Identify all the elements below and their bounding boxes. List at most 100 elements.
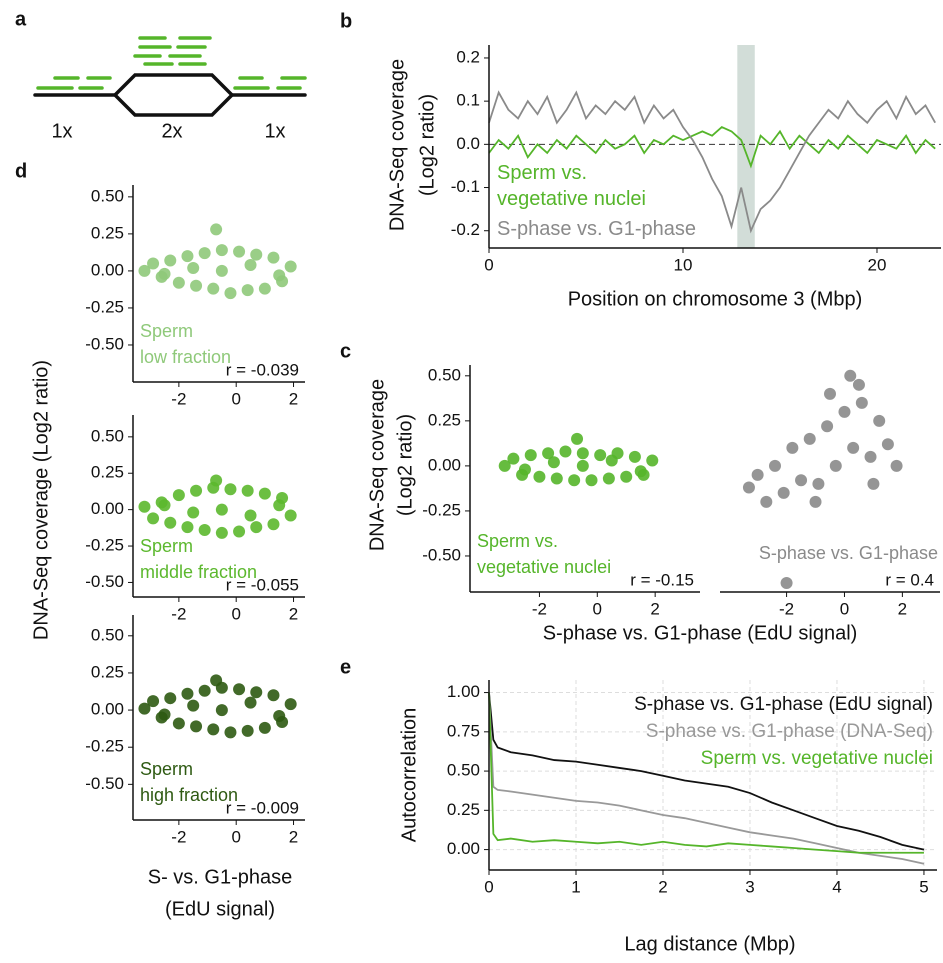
point [147, 512, 160, 525]
point [215, 503, 228, 516]
y-tick-label: 0.00 [91, 499, 124, 518]
point [881, 438, 894, 451]
point [244, 258, 257, 271]
point [198, 247, 211, 260]
y-tick-label: 0.25 [91, 223, 124, 242]
r-label: r = -0.009 [226, 798, 299, 817]
x-axis-label: Position on chromosome 3 (Mbp) [568, 288, 863, 310]
y-tick-label: 0.25 [91, 662, 124, 681]
x-tick-label: 4 [832, 877, 841, 896]
point [267, 251, 280, 264]
point [524, 449, 537, 462]
y-tick-label: -0.50 [85, 774, 124, 793]
point [838, 405, 851, 418]
point [187, 699, 200, 712]
point [198, 684, 211, 697]
point [207, 282, 220, 295]
y-tick-label: 1.00 [447, 682, 480, 701]
point [594, 449, 607, 462]
copy-label: 1x [51, 120, 72, 142]
point [164, 692, 177, 705]
x-tick-label: 3 [745, 877, 754, 896]
point [233, 245, 246, 258]
point [250, 686, 263, 699]
legend-entry: Sperm vs. vegetative nuclei [497, 162, 646, 210]
y-tick-label: -0.50 [85, 334, 124, 353]
x-tick-label: 0 [593, 599, 602, 618]
replication-diagram [33, 36, 307, 117]
point [258, 721, 271, 734]
point [158, 267, 171, 280]
point [890, 459, 903, 472]
x-tick-label: 2 [650, 599, 659, 618]
point [233, 525, 246, 538]
x-tick-label: 1 [571, 877, 580, 896]
point [803, 432, 816, 445]
x-tick-label: -2 [532, 599, 547, 618]
point [812, 477, 825, 490]
x-tick-label: 10 [674, 255, 693, 274]
annotation: vegetative nuclei [477, 557, 611, 577]
x-tick-label: 5 [919, 877, 928, 896]
y-tick-label: -0.1 [451, 177, 480, 196]
point [164, 254, 177, 267]
highlight-band [737, 45, 755, 248]
y-tick-label: 0.0 [456, 134, 480, 153]
point [164, 516, 177, 529]
point [576, 459, 589, 472]
point [241, 284, 254, 297]
panel-label: d [15, 160, 27, 182]
point [181, 521, 194, 534]
y-tick-label: 0.25 [91, 463, 124, 482]
panel-label: a [15, 8, 27, 30]
point [187, 506, 200, 519]
x-axis-label: Lag distance (Mbp) [624, 933, 795, 955]
point [273, 710, 286, 723]
point [224, 483, 237, 496]
point [198, 524, 211, 537]
point [628, 450, 641, 463]
point [158, 708, 171, 721]
x-tick-label: -2 [779, 599, 794, 618]
point [172, 276, 185, 289]
point [244, 696, 257, 709]
point [550, 472, 563, 485]
y-tick-label: 0.50 [428, 365, 461, 384]
point [605, 454, 618, 467]
point [864, 450, 877, 463]
point [172, 489, 185, 502]
point [241, 484, 254, 497]
point [844, 369, 857, 382]
point [821, 420, 834, 433]
annotation: middle fraction [140, 562, 257, 582]
x-tick-label: -2 [171, 389, 186, 408]
point [138, 500, 151, 513]
x-tick-label: 0 [231, 827, 240, 846]
point [751, 468, 764, 481]
point [147, 695, 160, 708]
point [210, 223, 223, 236]
legend-entry: Sperm vs. vegetative nuclei [701, 748, 933, 769]
point [207, 723, 220, 736]
point [547, 456, 560, 469]
y-axis-label: (Log2 ratio) [394, 414, 416, 516]
point [571, 432, 584, 445]
point [602, 472, 615, 485]
point [138, 264, 151, 277]
x-tick-label: 0 [484, 255, 493, 274]
point [172, 717, 185, 730]
annotation: Sperm [140, 321, 193, 341]
annotation: low fraction [140, 347, 231, 367]
r-label: r = -0.039 [226, 360, 299, 379]
legend-entry: S-phase vs. G1-phase [497, 218, 696, 240]
point [210, 674, 223, 687]
x-tick-label: 2 [289, 827, 298, 846]
line [488, 692, 925, 865]
point [138, 702, 151, 715]
y-tick-label: -0.50 [85, 572, 124, 591]
point [244, 509, 257, 522]
y-axis-label: Autocorrelation [398, 708, 420, 843]
x-tick-label: 0 [484, 877, 493, 896]
point [284, 698, 297, 711]
